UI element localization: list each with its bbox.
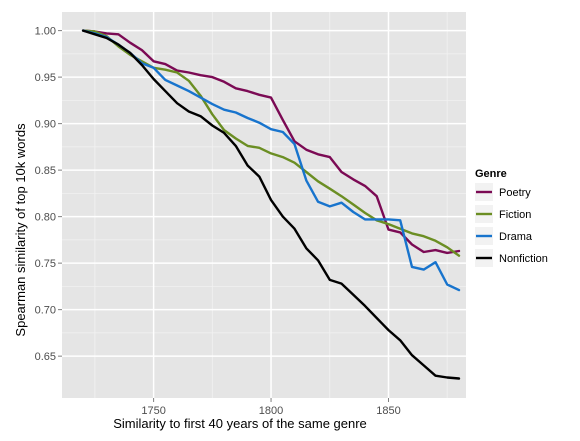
y-tick-label: 1.00 <box>35 26 56 38</box>
y-tick-label: 0.85 <box>35 165 56 177</box>
x-axis-title: Similarity to first 40 years of the same… <box>113 416 367 431</box>
y-tick-label: 0.65 <box>35 351 56 363</box>
series-line-nonfiction <box>81 29 461 380</box>
major-gridlines <box>62 12 466 398</box>
legend-label-nonfiction: Nonfiction <box>499 253 548 265</box>
y-tick-label: 0.90 <box>35 119 56 131</box>
legend-items: Poetry Fiction Drama Nonfiction <box>475 183 548 267</box>
legend-label-poetry: Poetry <box>499 187 531 199</box>
legend-title: Genre <box>475 168 507 180</box>
series-line-drama <box>81 29 461 292</box>
legend-label-drama: Drama <box>499 231 533 243</box>
x-tick-label: 1800 <box>259 405 283 417</box>
legend: Genre Poetry Fiction Drama Nonfiction <box>475 168 548 267</box>
x-tick-label: 1850 <box>376 405 400 417</box>
y-tick-label: 0.95 <box>35 72 56 84</box>
legend-label-fiction: Fiction <box>499 209 531 221</box>
series-line-poetry <box>81 29 461 255</box>
plot-panel <box>62 12 466 398</box>
y-tick-label: 0.75 <box>35 258 56 270</box>
x-tick-label: 1750 <box>141 405 165 417</box>
y-tick-label: 0.80 <box>35 212 56 224</box>
y-tick-label: 0.70 <box>35 305 56 317</box>
y-axis-title: Spearman similarity of top 10k words <box>13 123 28 337</box>
x-axis: 1750 1800 1850 <box>141 398 401 417</box>
series-lines <box>81 29 461 380</box>
y-axis: 0.65 0.70 0.75 0.80 0.85 0.90 0.95 1.00 <box>35 26 62 363</box>
